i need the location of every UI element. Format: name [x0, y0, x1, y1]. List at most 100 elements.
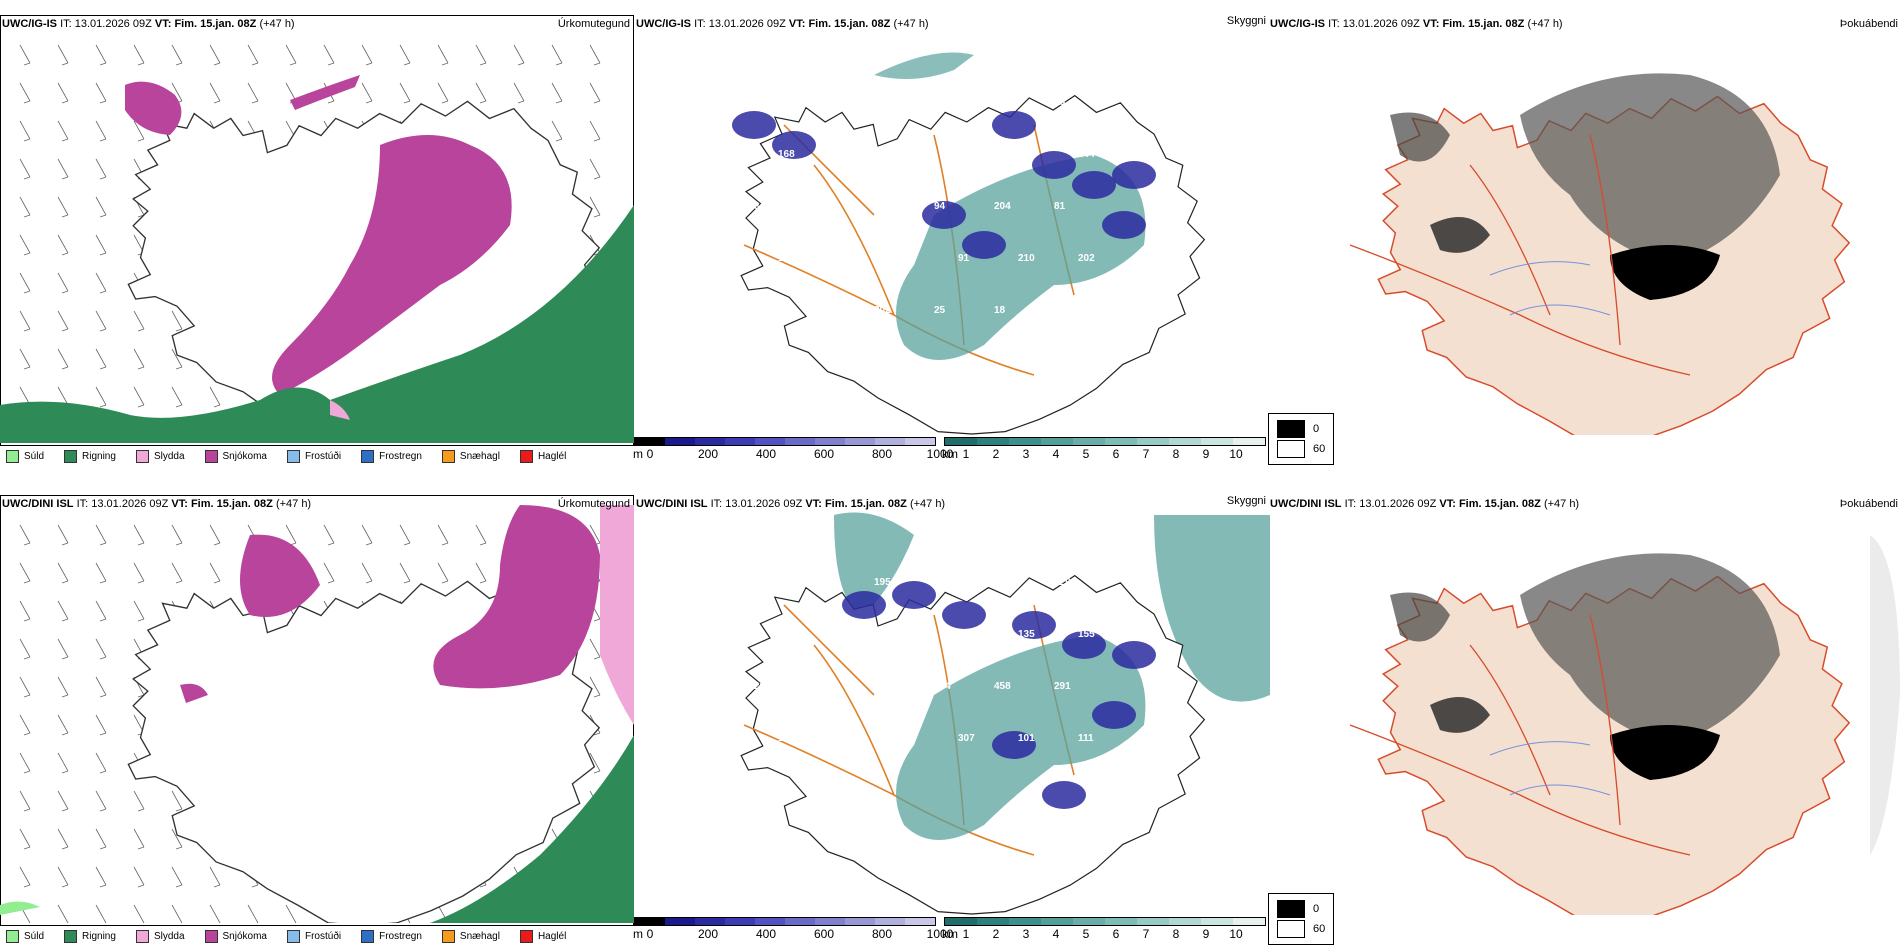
cloudbase-value-label: 105	[994, 577, 1011, 588]
cloudbase-value-label: 210	[1018, 253, 1035, 264]
cloud-map: 200 152 129 161 26 85 168 278 142 255 324 444 348 446…	[732, 52, 1206, 435]
visibility-unit: km	[942, 447, 958, 461]
precip-map	[0, 44, 634, 443]
cloudbase-value-label: 129	[874, 97, 891, 108]
visibility-tick: 1	[962, 447, 970, 461]
legend-label: Súld	[24, 450, 45, 462]
visibility-ticks: km 1 2 3 4 5 6 7 8 9 10	[942, 926, 1266, 941]
cloudbase-value-label: 94	[934, 201, 946, 212]
cloudbase-value-label: 200	[838, 253, 855, 264]
cloudbase-value-label: 255	[958, 149, 975, 160]
visibility-tick: 10	[1229, 447, 1243, 461]
legend-item: Haglél	[514, 449, 566, 463]
legend-swatch	[135, 929, 149, 943]
precip-legend: Súld Rigning Slydda Snjókoma Frostúði Frostre…	[0, 925, 634, 946]
cloudbase-tick: 1000	[926, 927, 954, 941]
panel-variable-precip: Úrkomutegund	[557, 18, 630, 30]
precip-legend: Súld Rigning Slydda Snjókoma Frostúði Frostre…	[0, 445, 634, 466]
vt-value: Fim. 15.jan. 08Z	[174, 18, 257, 30]
lead-time: (+47 h)	[1527, 18, 1563, 30]
cloudbase-value-label: 348	[814, 305, 831, 316]
legend-label: Frostregn	[379, 450, 422, 462]
cloudbase-value-label: 133	[814, 577, 831, 588]
cloudbase-value-label: 572	[754, 305, 771, 316]
visibility-ticks: km 1 2 3 4 5 6 7 8 9 10	[942, 446, 1266, 461]
legend-item: Snjókoma	[199, 449, 267, 463]
cloudbase-value-label: 205	[754, 681, 771, 692]
precip-type-panel: UWC/DINI ISL IT: 13.01.2026 09Z VT: Fim.…	[0, 495, 634, 946]
lead-time: (+47 h)	[893, 18, 929, 30]
cloudbase-value-label: 458	[994, 681, 1011, 692]
visibility-tick: 2	[992, 927, 1000, 941]
precip-type-panel: UWC/IG-IS IT: 13.01.2026 09Z VT: Fim. 15…	[0, 15, 634, 466]
cloudbase-colorbar: m 0 200 400 600 800 1000	[633, 437, 953, 461]
cloudbase-value-label: 152	[814, 97, 831, 108]
panel-variable-precip: Úrkomutegund	[557, 498, 630, 510]
it-value: 13.01.2026 09Z	[1342, 18, 1420, 30]
cloudbase-value-label: 186	[898, 629, 915, 640]
cloudbase-value-label: 19	[754, 785, 766, 796]
fog-key-label: 0	[1313, 422, 1320, 435]
legend-swatch	[441, 449, 455, 463]
visibility-unit: km	[942, 927, 958, 941]
legend-swatch	[361, 929, 375, 943]
cloudbase-value-label: 25	[934, 305, 946, 316]
panel-run-info: UWC/IG-IS IT: 13.01.2026 09Z VT: Fim. 15…	[1270, 18, 1563, 30]
legend-item: Frostúði	[281, 929, 341, 943]
cloudbase-value-label: 266	[838, 629, 855, 640]
legend-label: Slydda	[153, 930, 185, 942]
legend-item: Frostregn	[355, 929, 422, 943]
model-name: UWC/DINI ISL	[1270, 498, 1342, 510]
legend-swatch	[135, 449, 149, 463]
cloudbase-tick: 600	[813, 927, 835, 941]
legend-label: Snjókoma	[222, 930, 267, 942]
cloud-visibility-panel: 172 133 195 127 105 229 294 266 186 389 135 155 205 2…	[633, 495, 1270, 945]
cloudbase-value-label: 164	[898, 253, 915, 264]
cloudbase-value-label: 123	[778, 253, 795, 264]
legend-item: Rigning	[58, 929, 116, 943]
cloudbase-value-label: 278	[838, 149, 855, 160]
it-value: 13.01.2026 09Z	[1359, 498, 1437, 510]
cloudbase-value-label: 200	[754, 97, 771, 108]
legend-label: Frostúði	[304, 450, 342, 462]
legend-swatch	[361, 449, 375, 463]
fog-indicator-panel: UWC/IG-IS IT: 13.01.2026 09Z VT: Fim. 15…	[1270, 15, 1900, 465]
cloudbase-value-label: 444	[1078, 149, 1095, 160]
cloudbase-value-label: 101	[1018, 733, 1035, 744]
vt-value: Fim. 15.jan. 08Z	[190, 498, 273, 510]
lead-time: (+47 h)	[1543, 498, 1580, 510]
legend-label: Rigning	[82, 450, 116, 462]
visibility-tick: 6	[1112, 927, 1120, 941]
cloudbase-value-label: 208	[814, 681, 831, 692]
visibility-tick: 8	[1172, 927, 1180, 941]
visibility-tick: 8	[1172, 447, 1180, 461]
model-name: UWC/DINI ISL	[636, 498, 708, 510]
it-value: 13.01.2026 09Z	[708, 18, 786, 30]
cloudbase-value-label: 142	[898, 149, 915, 160]
cloudbase-value-label: 154	[934, 681, 951, 692]
cloudbase-value-label: 291	[1054, 681, 1071, 692]
visibility-colorbar: km 1 2 3 4 5 6 7 8 9 10	[942, 917, 1266, 941]
legend-label: Súld	[24, 930, 45, 942]
visibility-tick: 3	[1022, 927, 1030, 941]
it-label: IT:	[1344, 498, 1357, 510]
legend-item: Súld	[0, 929, 45, 943]
model-name: UWC/IG-IS	[1270, 18, 1325, 30]
cloudbase-value-label: 204	[994, 201, 1011, 212]
cloudbase-ticks: m 0 200 400 600 800 1000	[633, 446, 953, 461]
fog-key-swatch	[1277, 440, 1305, 458]
cloudbase-value-label: 307	[958, 733, 975, 744]
vt-label: VT:	[788, 18, 806, 30]
cloudbase-unit: m	[633, 447, 643, 461]
legend-swatch	[204, 449, 218, 463]
it-value: 13.01.2026 09Z	[725, 498, 803, 510]
cloudbase-tick: 200	[697, 447, 719, 461]
legend-item: Frostúði	[281, 449, 342, 463]
legend-item: Snjókoma	[199, 929, 267, 943]
panel-run-info: UWC/DINI ISL IT: 13.01.2026 09Z VT: Fim.…	[636, 498, 945, 510]
model-name: UWC/IG-IS	[2, 18, 57, 30]
panel-variable-fog: Þokuábendi	[1839, 18, 1898, 30]
legend-label: Snæhagl	[459, 450, 500, 462]
cloudbase-value-label: 26	[994, 97, 1006, 108]
legend-label: Slydda	[153, 450, 185, 462]
